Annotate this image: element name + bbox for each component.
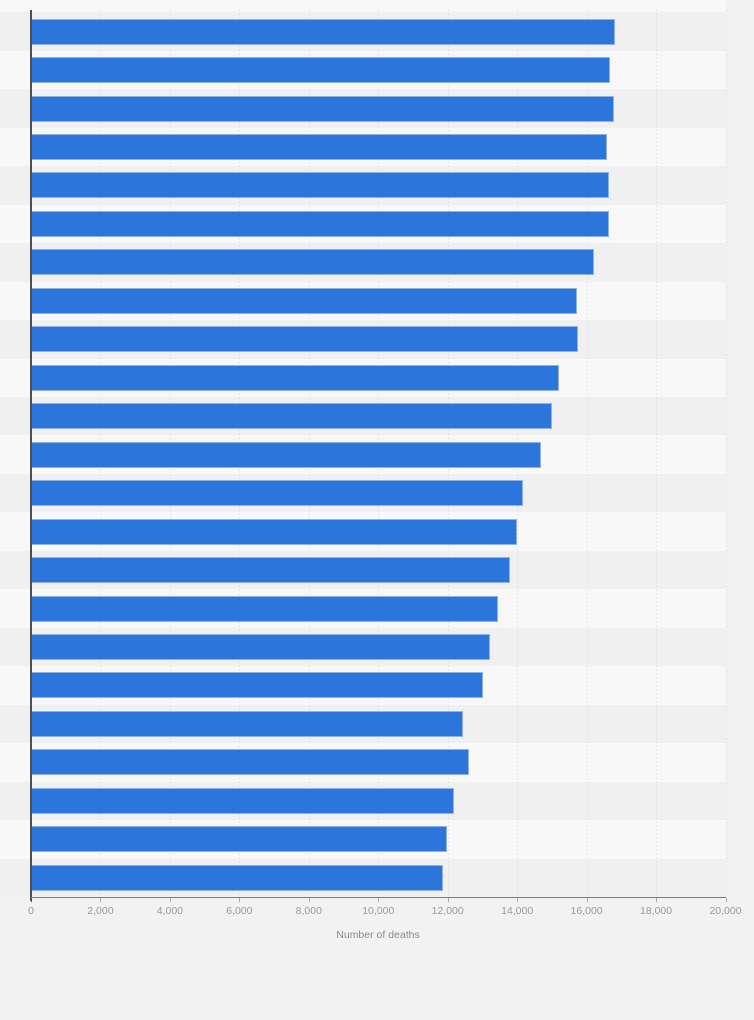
bar[interactable]	[31, 95, 614, 122]
x-axis-tick	[725, 898, 727, 902]
x-axis-tick	[447, 898, 449, 902]
x-axis-tick-label: 4,000	[156, 905, 184, 917]
bar[interactable]	[31, 172, 609, 199]
bar[interactable]	[31, 134, 608, 160]
x-axis-tick	[586, 898, 588, 902]
x-axis-tick-label: 14,000	[501, 905, 534, 917]
x-axis-tick-label: 16,000	[570, 905, 603, 917]
bar[interactable]	[31, 57, 610, 84]
bar[interactable]	[31, 18, 615, 45]
bar[interactable]	[31, 672, 483, 699]
bar[interactable]	[31, 364, 560, 391]
x-axis-tick-label: 18,000	[639, 905, 673, 917]
x-axis-title: Number of deaths	[336, 929, 420, 941]
gridline	[656, 10, 658, 897]
bar[interactable]	[31, 864, 443, 891]
bar[interactable]	[31, 749, 469, 776]
bar[interactable]	[31, 287, 578, 314]
bar[interactable]	[31, 826, 447, 853]
x-axis-tick	[100, 898, 102, 902]
x-axis-tick-label: 20,000	[709, 905, 742, 917]
bar[interactable]	[31, 249, 595, 276]
gridline	[725, 10, 727, 897]
x-axis-tick	[517, 898, 519, 902]
bar[interactable]	[31, 441, 542, 468]
bar[interactable]	[31, 480, 524, 507]
bar[interactable]	[31, 787, 455, 814]
bar[interactable]	[31, 403, 552, 430]
x-axis-tick-label: 6,000	[226, 905, 253, 917]
x-axis-line	[29, 897, 726, 898]
x-axis-tick	[656, 898, 658, 902]
y-axis-line	[29, 10, 32, 901]
row-stripe	[0, 0, 726, 13]
x-axis-tick	[308, 898, 310, 902]
x-axis-tick-label: 12,000	[431, 905, 464, 917]
bar[interactable]	[31, 634, 491, 660]
x-axis-tick-label: 10,000	[362, 905, 395, 917]
bar[interactable]	[31, 710, 463, 737]
x-axis-tick	[239, 898, 241, 902]
x-axis-tick-label: 0	[28, 905, 34, 917]
bar[interactable]	[31, 595, 499, 622]
bar[interactable]	[31, 210, 610, 237]
x-axis-tick	[169, 898, 171, 902]
x-axis-tick-label: 8,000	[295, 905, 322, 917]
gridline	[586, 10, 588, 897]
x-axis-tick	[378, 898, 380, 902]
bar[interactable]	[31, 326, 579, 353]
x-axis-tick-label: 2,000	[87, 905, 114, 917]
bar[interactable]	[31, 557, 511, 584]
bar[interactable]	[31, 518, 518, 545]
x-axis-tick	[31, 898, 32, 902]
